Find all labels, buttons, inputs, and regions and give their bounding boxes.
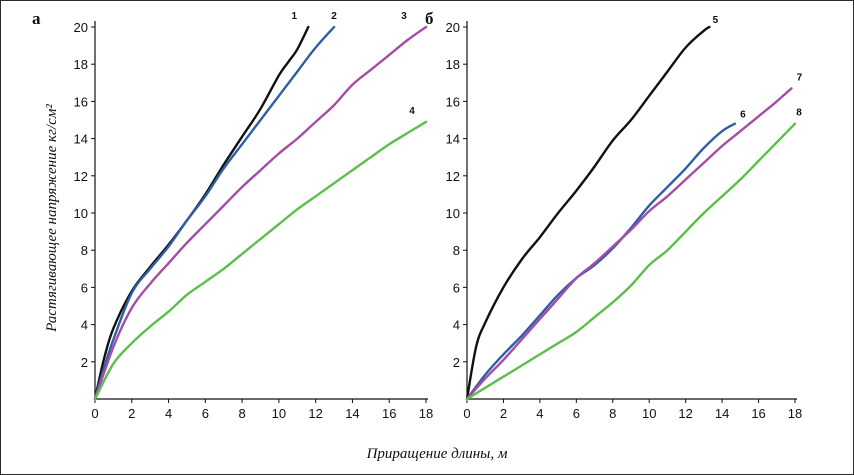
x-tick-label: 4: [536, 406, 543, 421]
x-tick-label: 16: [751, 406, 765, 421]
series-line-8: [465, 122, 797, 401]
x-tick-label: 0: [91, 406, 98, 421]
y-tick-label: 8: [81, 243, 88, 258]
x-tick-label: 6: [573, 406, 580, 421]
series-line-1: [93, 25, 310, 401]
y-tick-label: 18: [446, 57, 460, 72]
x-tick-label: 10: [642, 406, 656, 421]
y-tick-label: 2: [453, 355, 460, 370]
x-tick-label: 18: [788, 406, 802, 421]
series-label-8: 8: [796, 108, 802, 119]
panel-label: б: [425, 9, 434, 28]
series-label-4: 4: [409, 106, 415, 117]
y-tick-label: 20: [446, 20, 460, 35]
y-tick-label: 20: [74, 20, 88, 35]
y-tick-label: 4: [453, 318, 460, 333]
series-line-4: [93, 120, 428, 401]
x-tick-label: 8: [609, 406, 616, 421]
y-tick-label: 16: [74, 94, 88, 109]
x-axis-title: Приращение длины, м: [366, 446, 508, 462]
y-tick-label: 16: [446, 94, 460, 109]
y-tick-label: 14: [446, 132, 460, 147]
series-label-7: 7: [797, 72, 803, 83]
x-tick-label: 12: [678, 406, 692, 421]
x-tick-label: 16: [382, 406, 396, 421]
y-axis-title: Растягивающее напряжение кг/см²: [44, 104, 60, 333]
series-label-6: 6: [740, 110, 746, 121]
series-line-6: [465, 122, 737, 401]
x-tick-label: 2: [500, 406, 507, 421]
y-tick-label: 2: [81, 355, 88, 370]
series-line-2: [93, 25, 336, 401]
x-tick-label: 10: [272, 406, 286, 421]
x-tick-label: 8: [238, 406, 245, 421]
y-tick-label: 12: [446, 169, 460, 184]
x-tick-label: 2: [128, 406, 135, 421]
panel-label: а: [32, 9, 41, 28]
x-tick-label: 6: [202, 406, 209, 421]
x-tick-label: 4: [165, 406, 172, 421]
x-tick-label: 18: [419, 406, 433, 421]
y-tick-label: 10: [74, 206, 88, 221]
x-tick-label: 14: [715, 406, 729, 421]
series-line-7: [465, 87, 793, 401]
series-label-1: 1: [292, 11, 298, 22]
y-tick-label: 6: [453, 280, 460, 295]
series-label-2: 2: [331, 11, 337, 22]
y-tick-label: 10: [446, 206, 460, 221]
series-label-5: 5: [713, 15, 719, 26]
y-tick-label: 18: [74, 57, 88, 72]
y-tick-label: 8: [453, 243, 460, 258]
y-tick-label: 12: [74, 169, 88, 184]
series-label-3: 3: [401, 11, 407, 22]
series-line-5: [465, 25, 711, 401]
x-tick-label: 12: [308, 406, 322, 421]
x-tick-label: 14: [345, 406, 359, 421]
y-tick-label: 4: [81, 318, 88, 333]
y-tick-label: 6: [81, 280, 88, 295]
y-tick-label: 14: [74, 132, 88, 147]
series-line-3: [93, 25, 428, 401]
x-tick-label: 0: [463, 406, 470, 421]
